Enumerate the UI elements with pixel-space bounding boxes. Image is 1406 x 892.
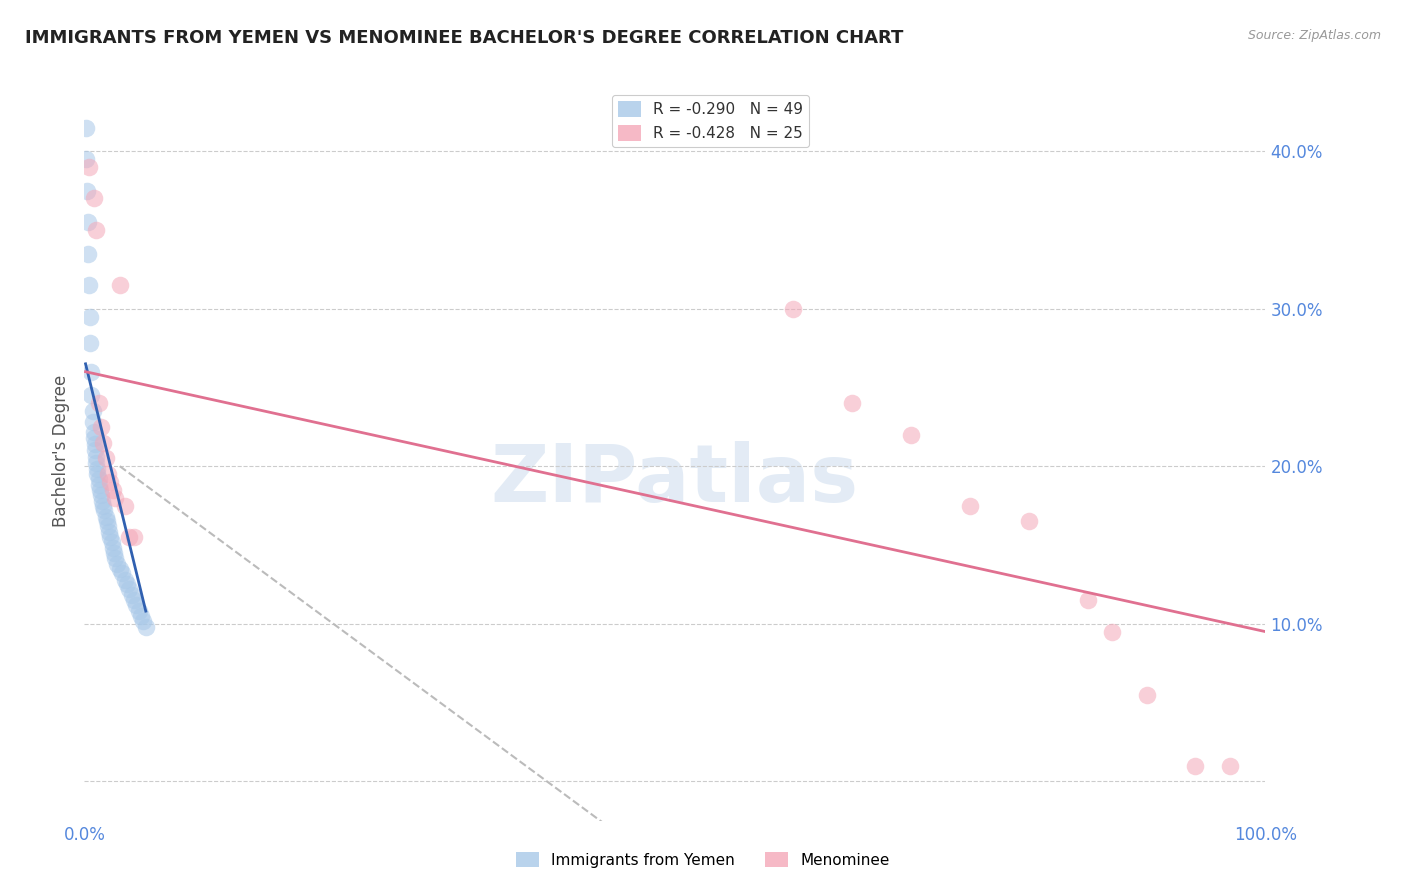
- Point: [79, 310, 101, 324]
- Point: [1219, 758, 1241, 772]
- Point: [77, 278, 100, 293]
- Point: [87, 472, 110, 486]
- Point: [82, 404, 104, 418]
- Point: [90, 420, 112, 434]
- Point: [77, 246, 100, 260]
- Point: [129, 608, 152, 623]
- Point: [100, 534, 122, 549]
- Point: [101, 541, 124, 555]
- Point: [108, 561, 131, 575]
- Point: [128, 604, 150, 618]
- Point: [80, 388, 103, 402]
- Point: [86, 467, 108, 481]
- Point: [93, 503, 115, 517]
- Point: [108, 278, 131, 293]
- Point: [121, 588, 143, 602]
- Point: [80, 365, 103, 379]
- Point: [1136, 688, 1159, 702]
- Point: [84, 443, 107, 458]
- Point: [107, 557, 129, 571]
- Point: [77, 160, 100, 174]
- Point: [84, 450, 107, 464]
- Point: [87, 478, 110, 492]
- Point: [97, 467, 120, 481]
- Legend: R = -0.290   N = 49, R = -0.428   N = 25: R = -0.290 N = 49, R = -0.428 N = 25: [612, 95, 808, 147]
- Point: [114, 499, 136, 513]
- Point: [76, 184, 98, 198]
- Point: [122, 593, 145, 607]
- Point: [104, 491, 127, 505]
- Text: ZIPatlas: ZIPatlas: [491, 441, 859, 519]
- Point: [959, 499, 981, 513]
- Point: [94, 451, 117, 466]
- Point: [98, 525, 121, 540]
- Point: [94, 509, 117, 524]
- Legend: Immigrants from Yemen, Menominee: Immigrants from Yemen, Menominee: [510, 846, 896, 873]
- Point: [111, 566, 134, 581]
- Point: [84, 456, 107, 470]
- Point: [1184, 758, 1206, 772]
- Point: [96, 514, 118, 528]
- Point: [98, 475, 121, 489]
- Point: [89, 483, 111, 497]
- Point: [97, 519, 120, 533]
- Point: [79, 336, 101, 351]
- Point: [75, 152, 97, 166]
- Point: [84, 437, 107, 451]
- Point: [115, 577, 138, 591]
- Point: [83, 425, 105, 439]
- Point: [118, 582, 141, 596]
- Point: [75, 120, 97, 135]
- Point: [77, 215, 100, 229]
- Text: IMMIGRANTS FROM YEMEN VS MENOMINEE BACHELOR'S DEGREE CORRELATION CHART: IMMIGRANTS FROM YEMEN VS MENOMINEE BACHE…: [25, 29, 904, 46]
- Point: [82, 415, 104, 429]
- Point: [132, 614, 155, 628]
- Point: [1077, 593, 1099, 607]
- Point: [841, 396, 863, 410]
- Point: [98, 530, 121, 544]
- Point: [1101, 624, 1123, 639]
- Point: [91, 499, 114, 513]
- Point: [122, 530, 145, 544]
- Point: [83, 431, 105, 445]
- Point: [91, 494, 114, 508]
- Point: [103, 546, 125, 560]
- Point: [91, 435, 114, 450]
- Point: [1018, 514, 1040, 528]
- Point: [118, 530, 141, 544]
- Point: [900, 427, 922, 442]
- Point: [83, 191, 105, 205]
- Point: [114, 573, 136, 587]
- Point: [87, 396, 110, 410]
- Point: [135, 620, 157, 634]
- Point: [90, 487, 112, 501]
- Point: [104, 550, 127, 565]
- Point: [84, 223, 107, 237]
- Point: [782, 301, 804, 316]
- Text: Source: ZipAtlas.com: Source: ZipAtlas.com: [1247, 29, 1381, 42]
- Y-axis label: Bachelor's Degree: Bachelor's Degree: [52, 375, 70, 526]
- Point: [101, 483, 124, 497]
- Point: [86, 462, 108, 476]
- Point: [125, 598, 148, 612]
